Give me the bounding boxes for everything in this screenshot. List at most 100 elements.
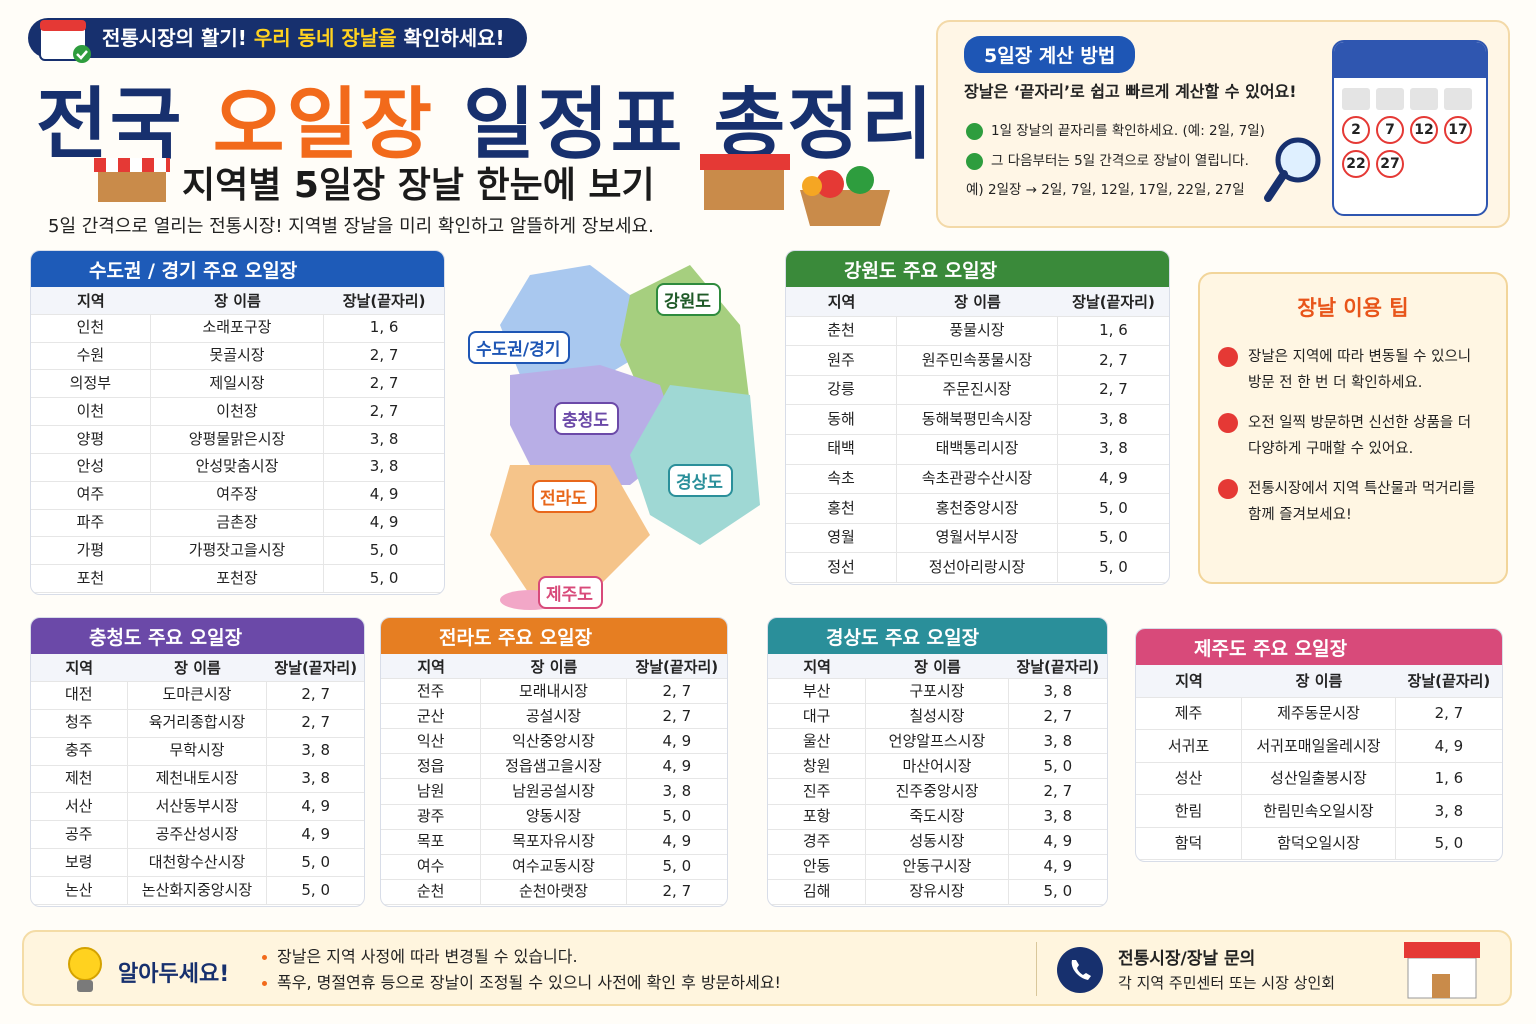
table-row: 수원 못골시장 2, 7	[31, 342, 444, 371]
table-row: 여주 여주장 4, 9	[31, 481, 444, 510]
table-cell: 남원공설시장	[481, 778, 627, 805]
calendar-day: 17	[1444, 116, 1472, 144]
table-cell: 2, 7	[369, 373, 399, 392]
table-cell: 칠성시장	[866, 703, 1009, 729]
table-cell: 2, 7	[301, 713, 331, 732]
table-cell: 홍천중앙시장	[897, 493, 1058, 524]
column-header: 지역	[77, 291, 105, 310]
header-badge: 전통시장의 활기! 우리 동네 장날을 확인하세요!	[28, 18, 527, 58]
calc-items: 1일 장날의 끝자리를 확인하세요. (예: 2일, 7일) 그 다음부터는 5일…	[966, 116, 1265, 176]
table-cell: 5, 0	[369, 568, 399, 587]
table-cell: 4, 9	[662, 731, 692, 750]
table-row: 김해 장유시장 5, 0	[768, 879, 1107, 905]
table-row: 군산 공설시장 2, 7	[381, 703, 727, 730]
table-row: 의정부 제일시장 2, 7	[31, 369, 444, 399]
calendar-day: 2	[1342, 116, 1370, 144]
column-header: 지역	[803, 657, 831, 676]
table-row: 양평 양평물맑은시장 3, 8	[31, 425, 444, 454]
table-cell: 1, 6	[1099, 321, 1128, 340]
check-icon	[966, 152, 983, 170]
table-cell: 공설시장	[481, 703, 627, 729]
table-cell: 5, 0	[1099, 557, 1128, 576]
table-cell: 정읍	[381, 753, 482, 779]
table-cell: 5, 0	[1043, 882, 1073, 901]
check-icon	[1218, 413, 1238, 433]
table-cell: 안성맞춤시장	[151, 453, 325, 482]
table-cell: 못골시장	[151, 342, 325, 370]
table-cell: 금촌장	[151, 509, 325, 537]
table-row: 한림 한림민속오일시장 3, 8	[1136, 794, 1502, 828]
table-cell: 모래내시장	[481, 678, 627, 704]
calc-title: 5일장 계산 방법	[964, 36, 1136, 73]
column-header: 장날(끝자리)	[342, 291, 426, 310]
table-cell: 육거리종합시장	[128, 709, 268, 738]
title-text: 전국	[36, 80, 213, 170]
tips-list: 장날은 지역에 따라 변동될 수 있으니 방문 전 한 번 더 확인하세요. 오전…	[1200, 344, 1506, 528]
table-row: 인천 소래포구장 1, 6	[31, 314, 444, 343]
subtitle: 지역별 5일장 장날 한눈에 보기	[182, 165, 655, 206]
table-cell: 인천	[31, 314, 151, 343]
tip-text: 오전 일찍 방문하면 신선한 상품을 더 다양하게 구매할 수 있어요.	[1248, 415, 1472, 457]
table-title: 전라도 주요 오일장	[381, 618, 727, 654]
market-table: 경상도 주요 오일장 지역 장 이름 장날(끝자리) 부산 구포시장 3, 8 대구 칠성시장 2…	[767, 617, 1108, 907]
table-cell: 여주	[31, 481, 151, 509]
table-cell: 4, 9	[1043, 832, 1073, 851]
table-cell: 김해	[768, 879, 867, 905]
table-cell: 성동시장	[866, 829, 1009, 855]
table-row: 포항 죽도시장 3, 8	[768, 804, 1107, 830]
table-cell: 순천아랫장	[481, 879, 627, 905]
tip-item: 오전 일찍 방문하면 신선한 상품을 더 다양하게 구매할 수 있어요.	[1218, 410, 1488, 462]
badge-highlight: 우리 동네 장날을	[253, 26, 397, 50]
column-header: 장 이름	[954, 292, 1001, 311]
basket-icon	[700, 154, 890, 226]
table-row: 충주 무학시장 3, 8	[31, 737, 364, 766]
table-cell: 여주장	[151, 481, 325, 509]
table-cell: 성산일출봉시장	[1242, 762, 1396, 795]
magnifier-icon	[1264, 137, 1321, 202]
table-cell: 4, 9	[1043, 857, 1073, 876]
table-header: 지역 장 이름 장날(끝자리)	[786, 287, 1169, 317]
table-cell: 대천항수산시장	[128, 848, 268, 877]
table-cell: 가평잣고을시장	[151, 536, 325, 565]
table-row: 청주 육거리종합시장 2, 7	[31, 709, 364, 738]
market-table: 강원도 주요 오일장 지역 장 이름 장날(끝자리) 춘천 풍물시장 1, 6 원주 원주민속풍…	[785, 250, 1170, 585]
table-cell: 무학시장	[128, 737, 268, 766]
calendar-grid: 2 7 12 17 22 27	[1334, 78, 1486, 188]
table-cell: 순천	[381, 879, 482, 905]
table-title: 수도권 / 경기 주요 오일장	[31, 251, 444, 287]
table-cell: 안동	[768, 854, 867, 880]
table-cell: 태백	[786, 434, 898, 465]
table-row: 논산 논산화지중앙시장 5, 0	[31, 876, 364, 905]
table-cell: 장유시장	[866, 879, 1009, 905]
tip-text: 장날은 지역에 따라 변동될 수 있으니 방문 전 한 번 더 확인하세요.	[1248, 349, 1472, 391]
table-cell: 도마큰시장	[128, 681, 268, 710]
column-header: 장날(끝자리)	[274, 658, 358, 677]
table-row: 경주 성동시장 4, 9	[768, 829, 1107, 855]
table-cell: 양평	[31, 425, 151, 454]
table-cell: 마산어시장	[866, 753, 1009, 779]
table-cell: 경주	[768, 829, 867, 855]
table-cell: 5, 0	[1099, 498, 1128, 517]
table-cell: 2, 7	[1434, 704, 1464, 722]
table-row: 제주 제주동문시장 2, 7	[1136, 697, 1502, 730]
table-cell: 4, 9	[1099, 469, 1128, 488]
table-cell: 영월서부시장	[897, 523, 1058, 553]
table-cell: 3, 8	[1434, 801, 1464, 820]
table-cell: 양동시장	[481, 804, 627, 830]
market-table: 충청도 주요 오일장 지역 장 이름 장날(끝자리) 대전 도마큰시장 2, 7 청주 육거리종…	[30, 617, 365, 907]
calendar-icon	[39, 19, 91, 63]
contact-title: 전통시장/장날 문의	[1118, 949, 1256, 969]
table-row: 진주 진주중앙시장 2, 7	[768, 778, 1107, 805]
table-cell: 3, 8	[1043, 731, 1073, 750]
table-cell: 2, 7	[369, 346, 399, 365]
table-cell: 포천	[31, 564, 151, 593]
calc-box: 5일장 계산 방법 장날은 ‘끝자리’로 쉽고 빠르게 계산할 수 있어요! 1…	[936, 20, 1510, 228]
table-cell: 안성	[31, 453, 151, 482]
table-cell: 창원	[768, 753, 867, 779]
check-icon	[1218, 479, 1238, 499]
table-cell: 이천	[31, 397, 151, 426]
table-cell: 한림민속오일시장	[1242, 794, 1396, 827]
note-text: 장날은 지역 사정에 따라 변경될 수 있습니다.	[277, 947, 578, 966]
